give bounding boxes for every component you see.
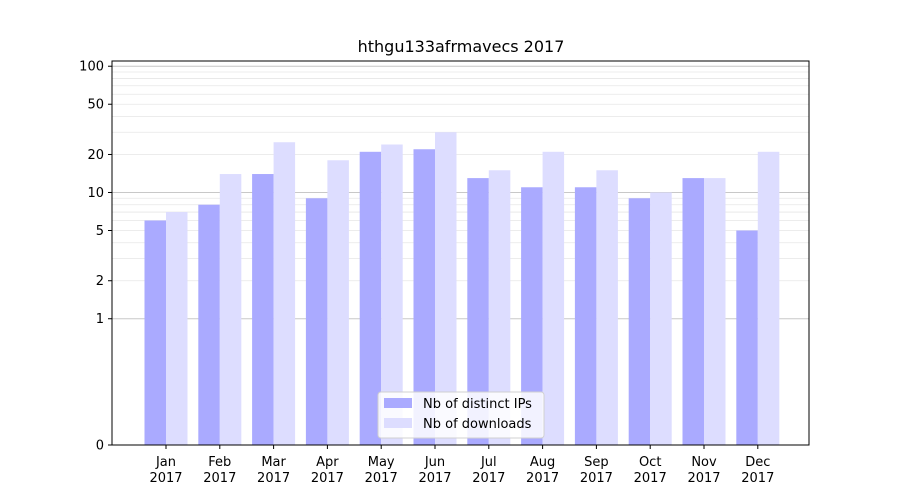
y-axis: 0 1 2 5 10 20 50 100 xyxy=(79,60,112,454)
bar-downloads-aug xyxy=(542,151,565,445)
bar-downloads-mar xyxy=(273,142,296,445)
x-tick-label: Sep 2017 xyxy=(580,455,613,486)
y-tick-label: 10 xyxy=(87,186,104,201)
y-tick-label: 20 xyxy=(87,148,104,163)
legend-label: Nb of distinct IPs xyxy=(423,397,532,412)
bar-distinct-ips-dec xyxy=(736,230,758,445)
x-tick-label: Jan 2017 xyxy=(149,455,182,486)
bar-downloads-oct xyxy=(650,192,672,445)
y-tick-label: 2 xyxy=(96,274,104,289)
x-tick-label: Nov 2017 xyxy=(687,455,720,486)
plot-frame xyxy=(111,60,810,446)
y-tick-label: 1 xyxy=(96,312,104,327)
bar-distinct-ips-sep xyxy=(574,187,597,446)
x-tick-label: May 2017 xyxy=(365,455,398,486)
bar-distinct-ips-jan xyxy=(144,220,166,445)
bar-downloads-jun xyxy=(435,132,457,445)
legend-box xyxy=(377,391,545,439)
bar-distinct-ips-nov xyxy=(682,178,704,446)
bar-distinct-ips-feb xyxy=(198,204,220,445)
bar-downloads-feb xyxy=(219,174,242,445)
x-tick-label: Aug 2017 xyxy=(526,455,559,486)
bar-distinct-ips-may xyxy=(359,151,382,445)
y-tick-label: 50 xyxy=(87,98,104,113)
bars xyxy=(144,132,780,446)
x-tick-label: Feb 2017 xyxy=(203,455,236,486)
x-tick-label: Mar 2017 xyxy=(257,455,290,486)
bar-downloads-apr xyxy=(327,160,349,446)
y-tick-label: 5 xyxy=(96,224,104,239)
y-tick-label: 0 xyxy=(96,439,104,454)
x-tick-label: Jul 2017 xyxy=(472,455,505,486)
legend: Nb of distinct IPs Nb of downloads xyxy=(377,391,545,439)
bar-downloads-nov xyxy=(704,178,726,446)
bar-distinct-ips-aug xyxy=(521,187,543,446)
bar-distinct-ips-oct xyxy=(628,198,651,445)
bar-distinct-ips-jul xyxy=(467,178,489,446)
y-tick-label: 100 xyxy=(79,60,104,75)
bar-distinct-ips-apr xyxy=(305,198,328,445)
x-tick-label: Jun 2017 xyxy=(418,455,451,486)
x-tick-label: Oct 2017 xyxy=(634,455,667,486)
bar-distinct-ips-jun xyxy=(413,149,435,445)
bar-downloads-jan xyxy=(166,212,188,445)
bar-downloads-dec xyxy=(757,151,780,445)
x-tick-label: Dec 2017 xyxy=(741,455,774,486)
x-axis: Jan 2017 Feb 2017 Mar 2017 Apr 2017 May 2017 Jun 20… xyxy=(149,445,774,486)
chart-title: hthgu133afrmavecs 2017 xyxy=(358,37,565,56)
legend-swatch xyxy=(384,398,412,408)
bar-distinct-ips-mar xyxy=(252,174,274,445)
x-tick-label: Apr 2017 xyxy=(311,455,344,486)
bar-downloads-jul xyxy=(488,170,511,445)
legend-label: Nb of downloads xyxy=(423,417,532,432)
legend-swatch xyxy=(384,418,412,428)
bar-downloads-may xyxy=(381,144,403,445)
bar-downloads-sep xyxy=(596,170,618,445)
